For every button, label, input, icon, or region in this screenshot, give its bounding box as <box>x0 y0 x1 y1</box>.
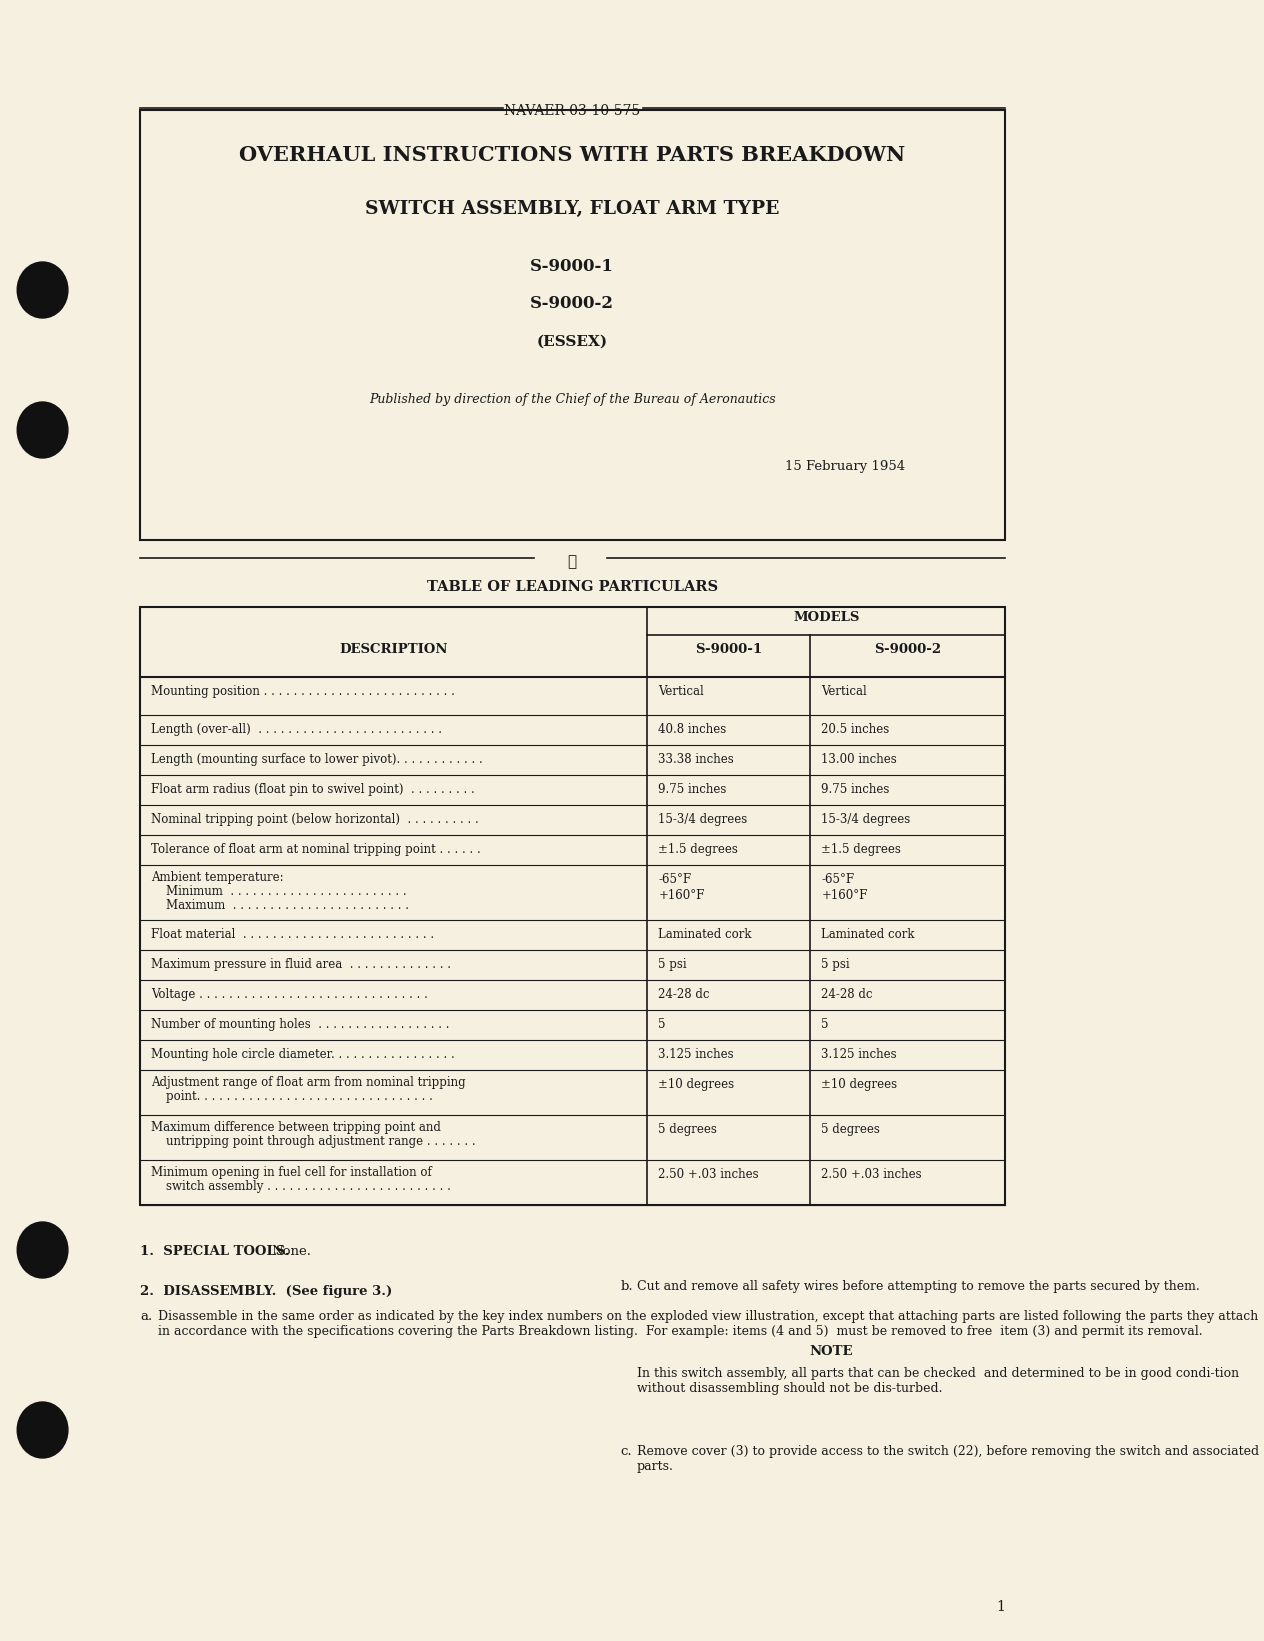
Text: 5 psi: 5 psi <box>659 958 686 971</box>
Text: ±1.5 degrees: ±1.5 degrees <box>822 843 901 857</box>
Text: 24-28 dc: 24-28 dc <box>822 988 873 1001</box>
Text: SWITCH ASSEMBLY, FLOAT ARM TYPE: SWITCH ASSEMBLY, FLOAT ARM TYPE <box>365 200 780 218</box>
Text: Maximum difference between tripping point and: Maximum difference between tripping poin… <box>152 1121 441 1134</box>
Text: Vertical: Vertical <box>822 684 867 697</box>
Text: 2.50 +.03 inches: 2.50 +.03 inches <box>659 1168 758 1182</box>
Text: S-9000-2: S-9000-2 <box>875 643 942 656</box>
Text: Length (mounting surface to lower pivot). . . . . . . . . . . .: Length (mounting surface to lower pivot)… <box>152 753 483 766</box>
Text: -65°F: -65°F <box>659 873 691 886</box>
Text: 5 psi: 5 psi <box>822 958 849 971</box>
Text: 33.38 inches: 33.38 inches <box>659 753 734 766</box>
Text: Float arm radius (float pin to swivel point)  . . . . . . . . .: Float arm radius (float pin to swivel po… <box>152 783 475 796</box>
Text: 5: 5 <box>822 1017 829 1031</box>
Text: 2.50 +.03 inches: 2.50 +.03 inches <box>822 1168 921 1182</box>
Bar <box>140 607 1005 1204</box>
Circle shape <box>18 1401 68 1457</box>
Text: Ambient temperature:: Ambient temperature: <box>152 871 284 884</box>
Text: Laminated cork: Laminated cork <box>822 929 915 940</box>
Text: OVERHAUL INSTRUCTIONS WITH PARTS BREAKDOWN: OVERHAUL INSTRUCTIONS WITH PARTS BREAKDO… <box>239 144 905 166</box>
Text: 15-3/4 degrees: 15-3/4 degrees <box>822 812 910 825</box>
Text: switch assembly . . . . . . . . . . . . . . . . . . . . . . . . .: switch assembly . . . . . . . . . . . . … <box>152 1180 451 1193</box>
Text: 3.125 inches: 3.125 inches <box>822 1049 897 1062</box>
Text: b.: b. <box>621 1280 633 1293</box>
Text: c.: c. <box>621 1446 632 1457</box>
Bar <box>140 110 1005 540</box>
Text: 24-28 dc: 24-28 dc <box>659 988 710 1001</box>
Text: ±10 degrees: ±10 degrees <box>822 1078 897 1091</box>
Text: Voltage . . . . . . . . . . . . . . . . . . . . . . . . . . . . . . .: Voltage . . . . . . . . . . . . . . . . … <box>152 988 428 1001</box>
Text: Minimum  . . . . . . . . . . . . . . . . . . . . . . . .: Minimum . . . . . . . . . . . . . . . . … <box>152 884 407 898</box>
Text: 3.125 inches: 3.125 inches <box>659 1049 734 1062</box>
Text: ±1.5 degrees: ±1.5 degrees <box>659 843 738 857</box>
Text: 15-3/4 degrees: 15-3/4 degrees <box>659 812 747 825</box>
Text: 1: 1 <box>996 1600 1005 1615</box>
Text: Published by direction of the Chief of the Bureau of Aeronautics: Published by direction of the Chief of t… <box>369 392 776 405</box>
Text: Number of mounting holes  . . . . . . . . . . . . . . . . . .: Number of mounting holes . . . . . . . .… <box>152 1017 450 1031</box>
Text: ★: ★ <box>568 555 576 569</box>
Text: 5: 5 <box>659 1017 666 1031</box>
Text: 40.8 inches: 40.8 inches <box>659 724 727 737</box>
Text: None.: None. <box>272 1246 312 1259</box>
Text: Vertical: Vertical <box>659 684 704 697</box>
Text: MODELS: MODELS <box>793 610 860 624</box>
Text: Disassemble in the same order as indicated by the key index numbers on the explo: Disassemble in the same order as indicat… <box>158 1310 1259 1337</box>
Text: NAVAER 03-10-575: NAVAER 03-10-575 <box>504 103 641 118</box>
Text: 2.  DISASSEMBLY.  (See figure 3.): 2. DISASSEMBLY. (See figure 3.) <box>140 1285 393 1298</box>
Text: Maximum  . . . . . . . . . . . . . . . . . . . . . . . .: Maximum . . . . . . . . . . . . . . . . … <box>152 899 410 912</box>
Text: DESCRIPTION: DESCRIPTION <box>340 643 449 656</box>
Circle shape <box>18 1223 68 1278</box>
Text: NOTE: NOTE <box>809 1346 853 1359</box>
Text: S-9000-2: S-9000-2 <box>531 295 614 312</box>
Text: S-9000-1: S-9000-1 <box>531 258 614 276</box>
Text: 5 degrees: 5 degrees <box>822 1122 880 1136</box>
Text: TABLE OF LEADING PARTICULARS: TABLE OF LEADING PARTICULARS <box>427 579 718 594</box>
Text: 13.00 inches: 13.00 inches <box>822 753 897 766</box>
Text: Minimum opening in fuel cell for installation of: Minimum opening in fuel cell for install… <box>152 1167 432 1178</box>
Text: Maximum pressure in fluid area  . . . . . . . . . . . . . .: Maximum pressure in fluid area . . . . .… <box>152 958 451 971</box>
Text: Tolerance of float arm at nominal tripping point . . . . . .: Tolerance of float arm at nominal trippi… <box>152 843 482 857</box>
Text: Float material  . . . . . . . . . . . . . . . . . . . . . . . . . .: Float material . . . . . . . . . . . . .… <box>152 929 435 940</box>
Text: In this switch assembly, all parts that can be checked  and determined to be in : In this switch assembly, all parts that … <box>637 1367 1239 1395</box>
Text: ±10 degrees: ±10 degrees <box>659 1078 734 1091</box>
Text: point. . . . . . . . . . . . . . . . . . . . . . . . . . . . . . . .: point. . . . . . . . . . . . . . . . . .… <box>152 1090 434 1103</box>
Text: 15 February 1954: 15 February 1954 <box>785 459 905 473</box>
Text: +160°F: +160°F <box>659 889 705 903</box>
Text: Laminated cork: Laminated cork <box>659 929 752 940</box>
Text: Mounting hole circle diameter. . . . . . . . . . . . . . . . .: Mounting hole circle diameter. . . . . .… <box>152 1049 455 1062</box>
Text: S-9000-1: S-9000-1 <box>695 643 762 656</box>
Text: 9.75 inches: 9.75 inches <box>659 783 727 796</box>
Text: Remove cover (3) to provide access to the switch (22), before removing the switc: Remove cover (3) to provide access to th… <box>637 1446 1259 1474</box>
Text: (ESSEX): (ESSEX) <box>537 335 608 350</box>
Text: Mounting position . . . . . . . . . . . . . . . . . . . . . . . . . .: Mounting position . . . . . . . . . . . … <box>152 684 455 697</box>
Text: Adjustment range of float arm from nominal tripping: Adjustment range of float arm from nomin… <box>152 1076 466 1090</box>
Text: +160°F: +160°F <box>822 889 867 903</box>
Text: -65°F: -65°F <box>822 873 854 886</box>
Text: 1.  SPECIAL TOOLS.: 1. SPECIAL TOOLS. <box>140 1246 289 1259</box>
Text: Cut and remove all safety wires before attempting to remove the parts secured by: Cut and remove all safety wires before a… <box>637 1280 1200 1293</box>
Text: Length (over-all)  . . . . . . . . . . . . . . . . . . . . . . . . .: Length (over-all) . . . . . . . . . . . … <box>152 724 442 737</box>
Circle shape <box>18 402 68 458</box>
Text: a.: a. <box>140 1310 153 1323</box>
Text: 20.5 inches: 20.5 inches <box>822 724 890 737</box>
Text: 5 degrees: 5 degrees <box>659 1122 717 1136</box>
Text: untripping point through adjustment range . . . . . . .: untripping point through adjustment rang… <box>152 1136 475 1149</box>
Text: 9.75 inches: 9.75 inches <box>822 783 890 796</box>
Text: Nominal tripping point (below horizontal)  . . . . . . . . . .: Nominal tripping point (below horizontal… <box>152 812 479 825</box>
Circle shape <box>18 263 68 318</box>
